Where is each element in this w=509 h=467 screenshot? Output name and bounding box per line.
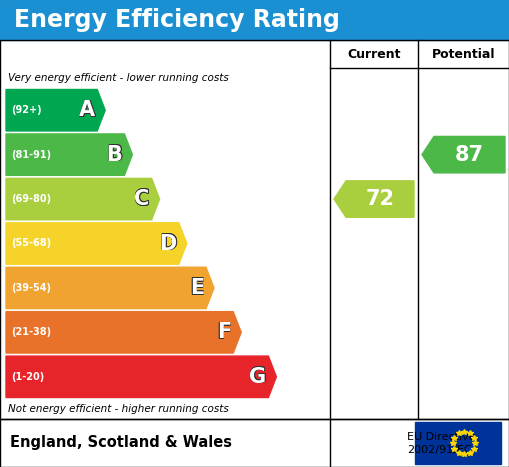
Text: F: F — [217, 323, 231, 343]
Text: (21-38): (21-38) — [11, 327, 51, 337]
Text: E: E — [189, 278, 204, 298]
Text: C: C — [134, 189, 149, 209]
Text: A: A — [78, 101, 95, 121]
Text: B: B — [106, 144, 122, 164]
Text: G: G — [249, 366, 266, 386]
Text: G: G — [249, 367, 266, 387]
Text: Energy Efficiency Rating: Energy Efficiency Rating — [14, 8, 340, 32]
Text: (81-91): (81-91) — [11, 149, 51, 160]
Polygon shape — [6, 267, 214, 309]
Text: G: G — [249, 368, 266, 388]
Text: Current: Current — [347, 48, 401, 61]
Text: (92+): (92+) — [11, 105, 42, 115]
Text: D: D — [159, 234, 176, 254]
Text: G: G — [249, 367, 266, 387]
Text: C: C — [134, 189, 150, 208]
Text: F: F — [217, 322, 232, 342]
Text: Potential: Potential — [432, 48, 495, 61]
Text: C: C — [135, 189, 150, 209]
Text: F: F — [216, 323, 231, 343]
Text: C: C — [134, 190, 150, 210]
Text: C: C — [135, 189, 150, 208]
Text: D: D — [160, 233, 178, 253]
Text: F: F — [217, 322, 232, 342]
Text: D: D — [160, 234, 178, 254]
Text: E: E — [189, 277, 204, 297]
Text: (1-20): (1-20) — [11, 372, 44, 382]
Text: B: B — [107, 145, 123, 165]
Bar — [415, 422, 501, 464]
Text: A: A — [78, 100, 95, 120]
Text: E: E — [190, 278, 205, 298]
Text: G: G — [249, 368, 266, 388]
Text: Very energy efficient - lower running costs: Very energy efficient - lower running co… — [8, 73, 229, 83]
Polygon shape — [6, 178, 160, 220]
Text: A: A — [79, 100, 95, 120]
Text: C: C — [134, 189, 150, 209]
Text: D: D — [159, 233, 176, 253]
Text: E: E — [190, 278, 204, 298]
Bar — [0, 0, 509, 40]
Text: D: D — [159, 234, 177, 254]
Bar — [0, 419, 509, 467]
Text: E: E — [190, 277, 205, 297]
Text: F: F — [217, 323, 232, 343]
Text: A: A — [80, 101, 96, 121]
Text: F: F — [217, 322, 231, 342]
Text: A: A — [79, 101, 95, 121]
Text: (69-80): (69-80) — [11, 194, 51, 204]
Polygon shape — [6, 356, 276, 397]
Text: A: A — [78, 99, 95, 120]
Text: C: C — [134, 189, 149, 208]
Text: B: B — [107, 145, 123, 165]
Bar — [0, 40, 509, 419]
Text: G: G — [250, 366, 267, 386]
Text: EU Directive: EU Directive — [407, 432, 475, 442]
Text: B: B — [106, 144, 122, 164]
Text: B: B — [106, 145, 122, 165]
Text: E: E — [189, 278, 204, 298]
Text: C: C — [135, 190, 150, 210]
Text: 87: 87 — [455, 145, 484, 165]
Text: A: A — [79, 99, 95, 120]
Text: B: B — [106, 145, 122, 165]
Polygon shape — [334, 181, 414, 217]
Text: F: F — [217, 322, 231, 342]
Text: England, Scotland & Wales: England, Scotland & Wales — [10, 436, 232, 451]
Text: D: D — [159, 234, 176, 254]
Text: F: F — [216, 322, 231, 342]
Text: B: B — [106, 145, 122, 165]
Text: D: D — [159, 233, 177, 253]
Text: E: E — [190, 278, 204, 298]
Text: 2002/91/EC: 2002/91/EC — [407, 445, 472, 455]
Polygon shape — [6, 223, 187, 264]
Polygon shape — [6, 311, 241, 353]
Text: C: C — [134, 190, 149, 210]
Text: B: B — [107, 144, 123, 164]
Text: G: G — [249, 366, 266, 386]
Text: 72: 72 — [365, 189, 394, 209]
Polygon shape — [6, 134, 132, 175]
Text: Not energy efficient - higher running costs: Not energy efficient - higher running co… — [8, 404, 229, 414]
Text: D: D — [159, 234, 177, 254]
Text: (39-54): (39-54) — [11, 283, 51, 293]
Polygon shape — [6, 90, 105, 131]
Text: (55-68): (55-68) — [11, 239, 51, 248]
Text: F: F — [216, 322, 231, 342]
Text: G: G — [250, 367, 267, 387]
Text: G: G — [250, 368, 267, 388]
Text: E: E — [190, 277, 204, 297]
Text: A: A — [80, 100, 96, 120]
Text: D: D — [160, 234, 178, 254]
Polygon shape — [422, 136, 505, 173]
Text: A: A — [80, 99, 96, 120]
Text: E: E — [190, 278, 205, 298]
Text: B: B — [106, 145, 122, 165]
